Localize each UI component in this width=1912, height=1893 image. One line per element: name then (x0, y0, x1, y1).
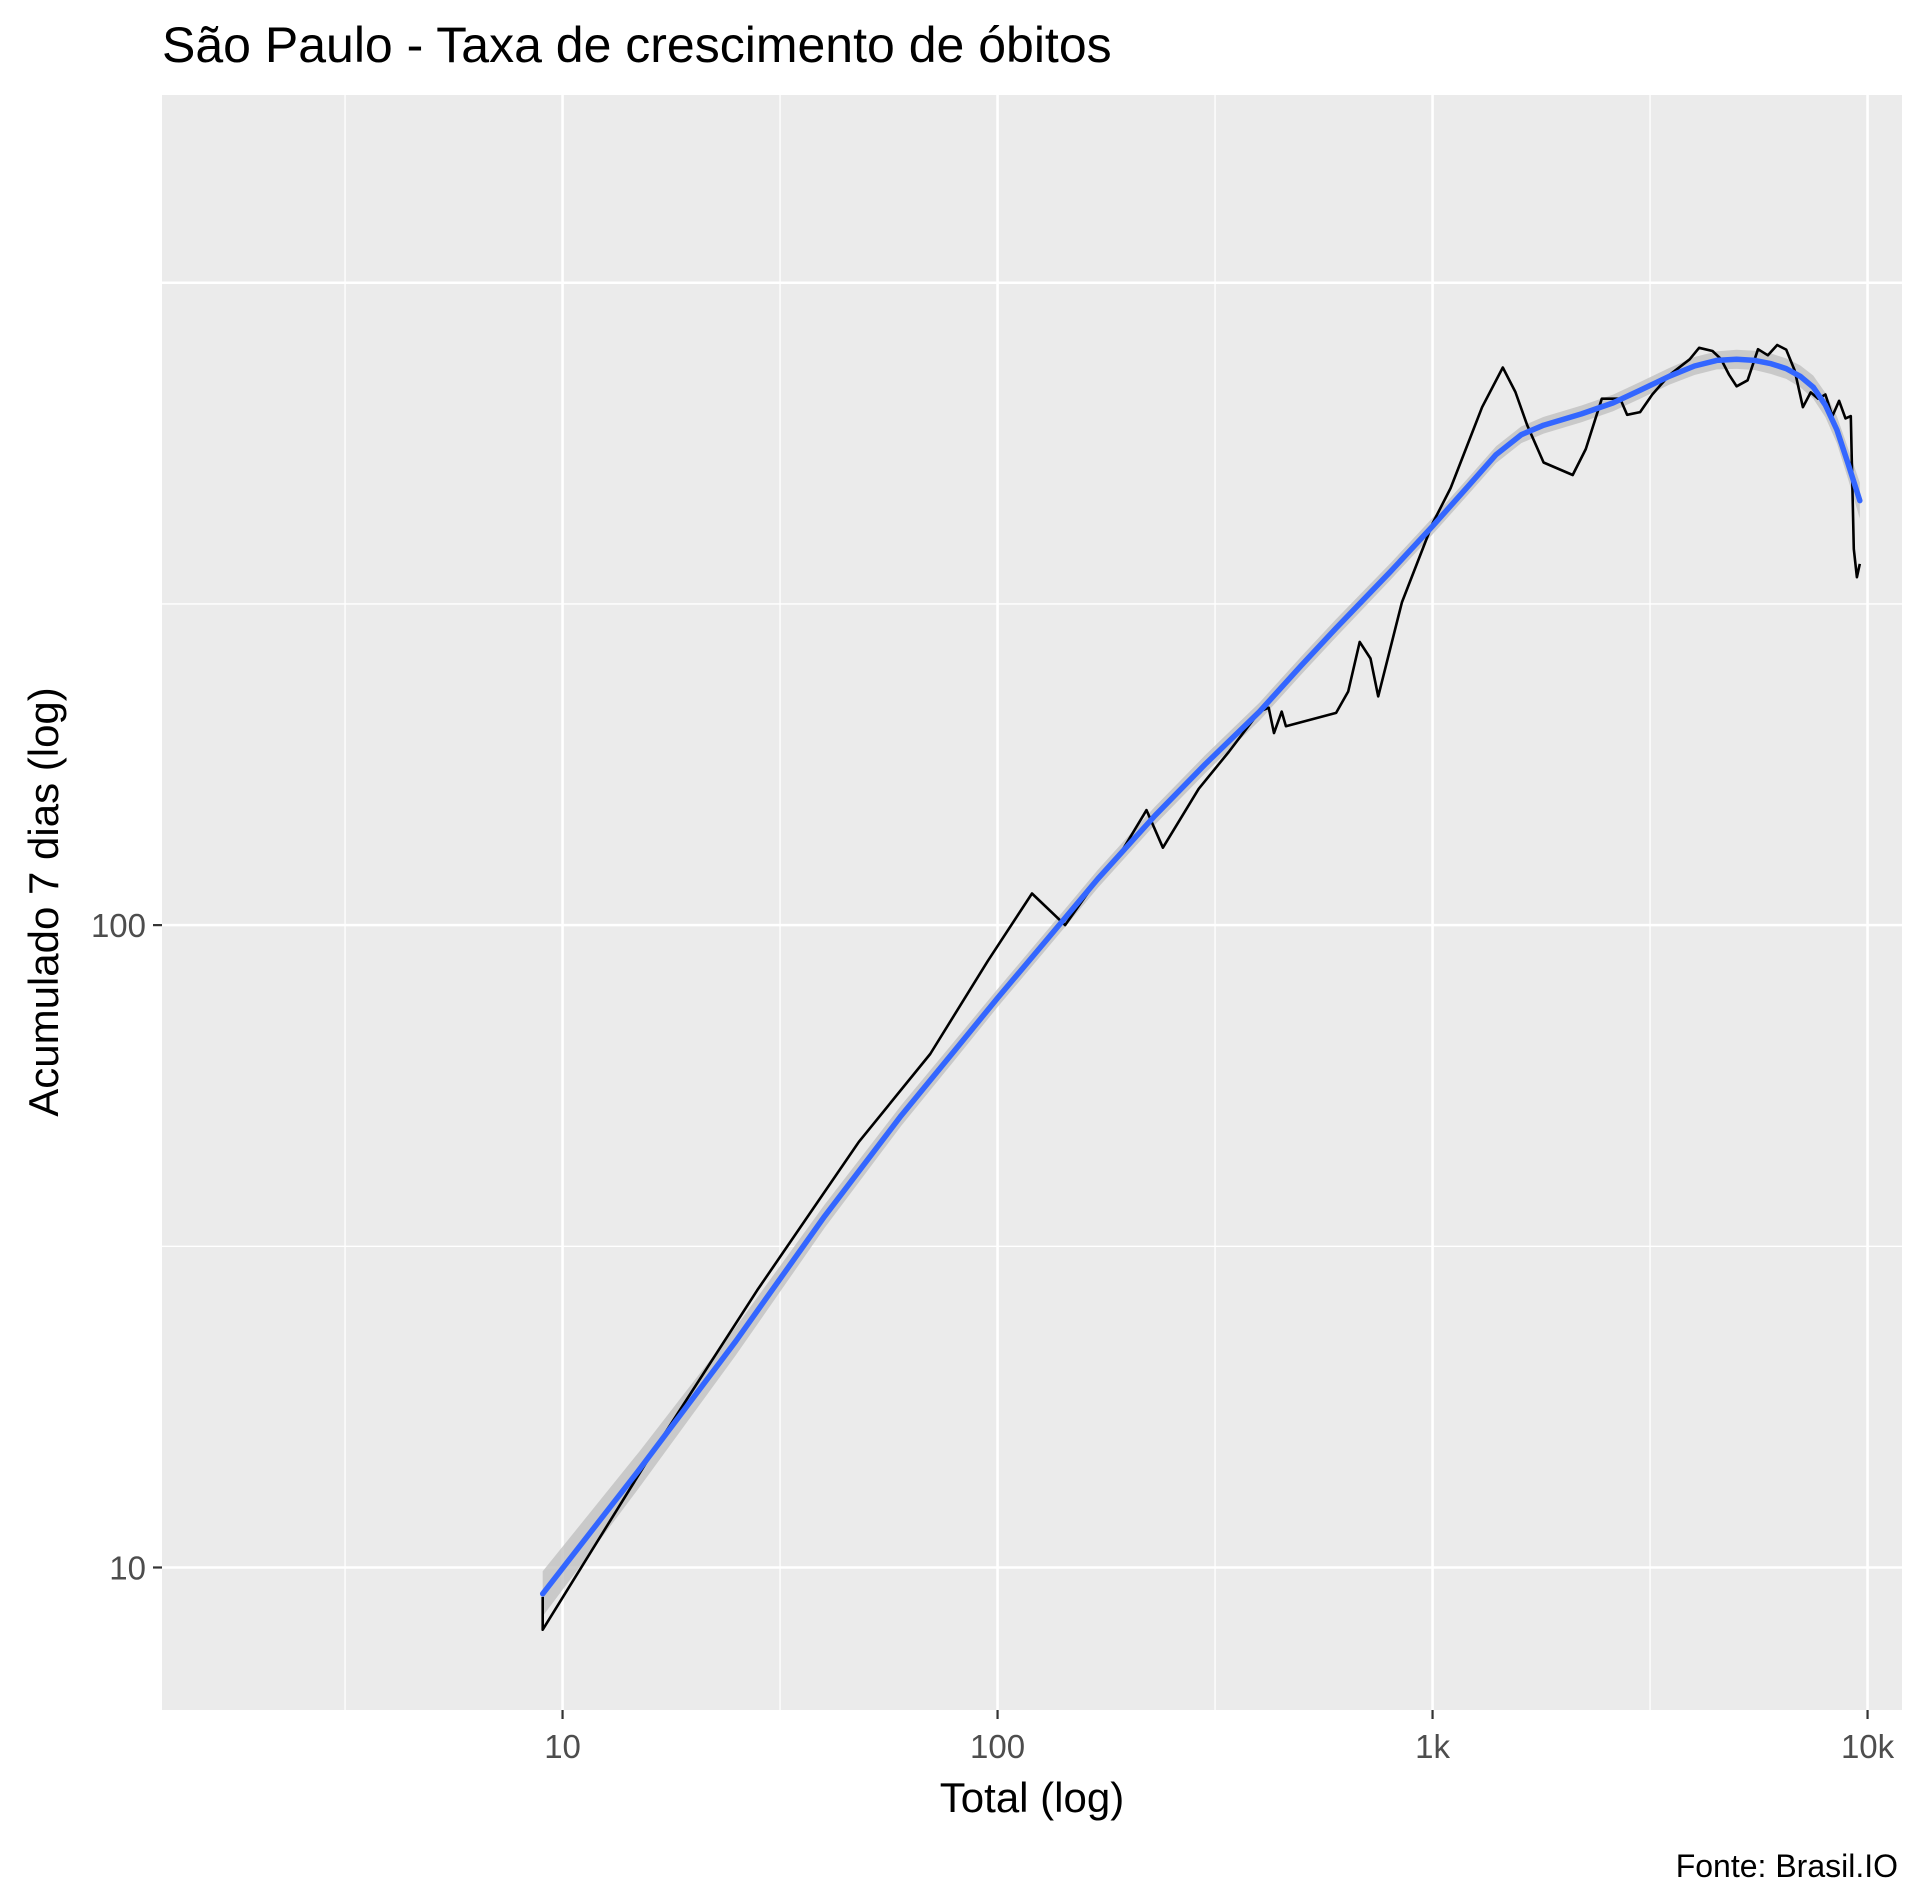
x-tick-label: 100 (970, 1728, 1025, 1765)
caption: Fonte: Brasil.IO (1676, 1848, 1898, 1884)
x-tick-label: 10 (544, 1728, 581, 1765)
chart-title: São Paulo - Taxa de crescimento de óbito… (162, 17, 1112, 73)
x-tick-label: 1k (1415, 1728, 1450, 1765)
y-axis-ticks: 10 100 (91, 907, 162, 1586)
smooth-series-line (539, 356, 1863, 1597)
plot-panel (162, 95, 1902, 1710)
major-gridlines (162, 95, 1902, 1710)
smooth-line-layer (539, 356, 1863, 1597)
y-tick-label: 100 (91, 907, 146, 944)
observed-line-layer (541, 343, 1862, 1631)
y-axis-title: Acumulado 7 dias (log) (20, 687, 67, 1117)
x-tick-label: 10k (1841, 1728, 1895, 1765)
x-axis-ticks: 10 100 1k 10k (544, 1710, 1895, 1765)
x-axis-title: Total (log) (940, 1774, 1124, 1821)
observed-series-line (541, 343, 1862, 1631)
y-tick-label: 10 (109, 1549, 146, 1586)
minor-gridlines (162, 95, 1902, 1710)
